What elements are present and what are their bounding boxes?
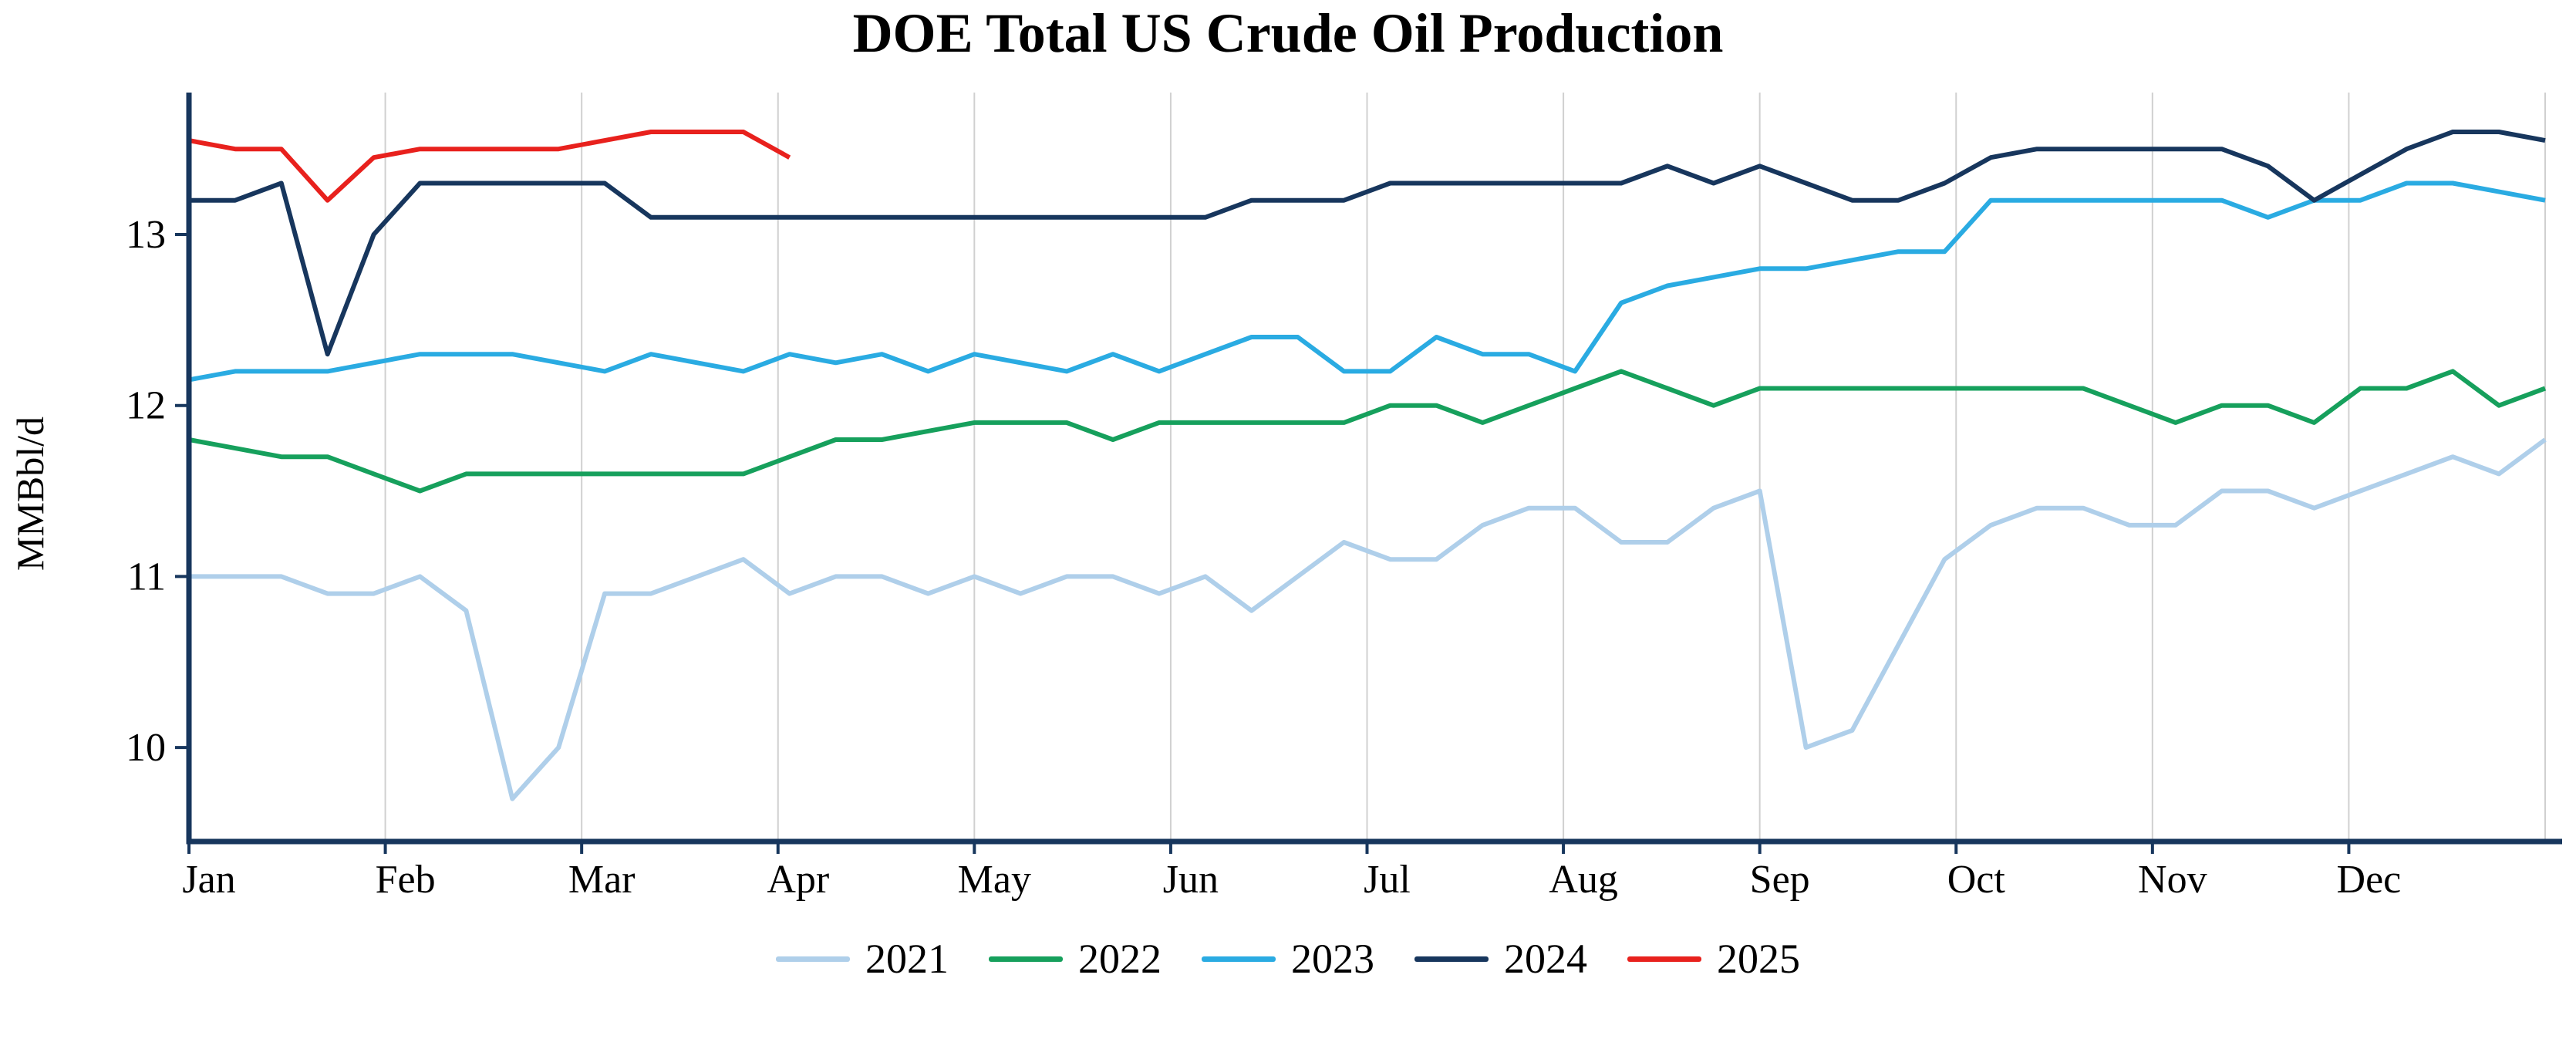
- x-tick-label: Jun: [1163, 858, 1219, 902]
- series-line-2022: [188, 369, 2547, 494]
- series-line-2023: [188, 180, 2546, 383]
- legend-swatch-2021: [776, 956, 850, 962]
- legend-item-2025: 2025: [1627, 935, 1800, 983]
- legend-label: 2022: [1078, 936, 1162, 982]
- y-tick-label: 11: [127, 555, 166, 599]
- x-tick-label: Oct: [1947, 858, 2006, 902]
- x-tick-label: Sep: [1750, 858, 1810, 902]
- legend-label: 2024: [1504, 936, 1587, 982]
- x-tick-label: Dec: [2337, 858, 2402, 902]
- x-tick-label: May: [958, 858, 1031, 902]
- legend-label: 2021: [865, 936, 949, 982]
- x-tick-label: Aug: [1549, 858, 1618, 902]
- x-tick-label: Apr: [767, 858, 829, 902]
- legend-label: 2025: [1717, 936, 1800, 982]
- x-tick-label: Jul: [1364, 858, 1411, 902]
- legend-item-2023: 2023: [1202, 935, 1374, 983]
- legend-swatch-2022: [989, 956, 1063, 962]
- y-tick-label: 10: [126, 726, 166, 770]
- x-tick-label: Jan: [182, 858, 235, 902]
- x-tick-label: Mar: [568, 858, 636, 902]
- x-tick-label: Feb: [376, 858, 436, 902]
- legend-swatch-2025: [1627, 956, 1701, 962]
- y-tick-label: 13: [126, 213, 166, 257]
- legend-item-2021: 2021: [776, 935, 949, 983]
- series-line-2024: [189, 130, 2546, 357]
- chart-legend: 2021 2022 2023 2024 2025: [0, 935, 2576, 983]
- legend-swatch-2024: [1414, 956, 1489, 962]
- x-tick-label: Nov: [2138, 858, 2207, 902]
- legend-label: 2023: [1291, 936, 1374, 982]
- series-line-2021: [189, 437, 2547, 801]
- legend-item-2022: 2022: [989, 935, 1162, 983]
- legend-swatch-2023: [1202, 956, 1276, 962]
- legend-item-2024: 2024: [1414, 935, 1587, 983]
- y-tick-label: 12: [126, 384, 166, 428]
- chart-title: DOE Total US Crude Oil Production: [852, 2, 1724, 64]
- series-line-2025: [188, 130, 791, 203]
